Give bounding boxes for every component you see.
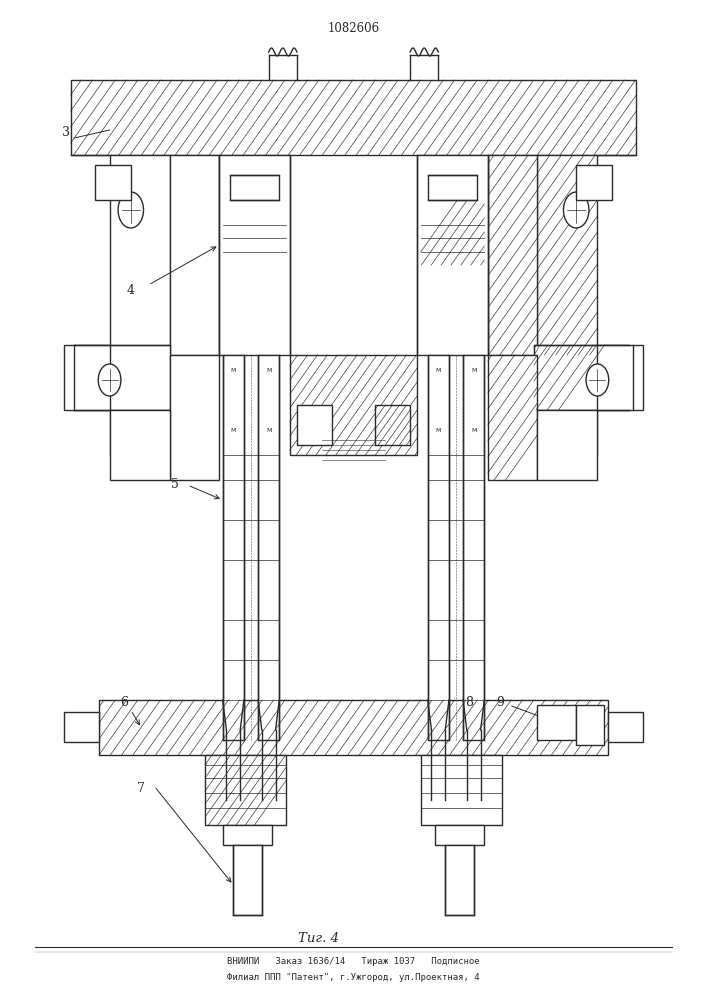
Circle shape	[118, 192, 144, 228]
Bar	[608, 712, 643, 742]
Text: 7: 7	[137, 782, 146, 794]
Bar	[445, 845, 474, 915]
Bar	[290, 355, 417, 455]
Text: M: M	[230, 428, 236, 432]
Bar	[576, 165, 612, 200]
Text: 6: 6	[119, 696, 128, 708]
Bar	[488, 355, 537, 480]
Bar	[71, 80, 636, 155]
Text: M: M	[230, 367, 236, 372]
Bar	[463, 355, 484, 740]
Bar	[223, 355, 244, 740]
Text: M: M	[471, 367, 477, 372]
Bar	[110, 410, 170, 480]
Bar	[230, 175, 279, 200]
Bar	[258, 355, 279, 740]
Bar	[95, 165, 131, 200]
Circle shape	[563, 192, 589, 228]
Bar	[417, 155, 488, 355]
Bar	[64, 712, 99, 742]
Bar	[223, 825, 272, 845]
Bar	[537, 410, 597, 480]
Bar	[74, 345, 170, 410]
Circle shape	[98, 364, 121, 396]
Circle shape	[586, 364, 609, 396]
Bar	[219, 155, 290, 355]
Bar	[421, 200, 484, 265]
Text: M: M	[471, 428, 477, 432]
Bar	[537, 155, 597, 355]
Bar	[205, 755, 286, 825]
Bar	[537, 705, 576, 740]
Bar	[297, 405, 332, 445]
Bar	[488, 155, 537, 355]
Text: ВНИИПИ   Заказ 1636/14   Тираж 1037   Подписное: ВНИИПИ Заказ 1636/14 Тираж 1037 Подписно…	[227, 958, 480, 966]
Text: M: M	[436, 428, 441, 432]
Text: M: M	[266, 367, 271, 372]
Bar	[537, 410, 597, 455]
Bar	[421, 755, 502, 825]
Text: M: M	[436, 367, 441, 372]
Text: 4: 4	[127, 284, 135, 296]
Bar	[576, 705, 604, 745]
Bar	[99, 700, 608, 755]
Bar	[233, 845, 262, 915]
Bar	[64, 345, 110, 410]
Text: 8: 8	[464, 696, 473, 708]
Bar	[534, 345, 629, 410]
Text: 9: 9	[496, 696, 505, 708]
Bar	[110, 410, 170, 455]
Text: Филиал ППП "Патент", г.Ужгород, ул.Проектная, 4: Филиал ППП "Патент", г.Ужгород, ул.Проек…	[227, 974, 480, 982]
Text: 3: 3	[62, 125, 70, 138]
Bar	[170, 355, 219, 480]
Bar	[170, 155, 219, 355]
Text: M: M	[266, 428, 271, 432]
Text: 5: 5	[171, 479, 180, 491]
Bar	[428, 355, 449, 740]
Bar	[597, 345, 643, 410]
Bar	[428, 175, 477, 200]
Text: Τиг. 4: Τиг. 4	[298, 932, 339, 944]
Bar	[110, 155, 170, 355]
Bar	[435, 825, 484, 845]
Text: 1082606: 1082606	[327, 21, 380, 34]
Bar	[223, 200, 286, 265]
Bar	[375, 405, 410, 445]
